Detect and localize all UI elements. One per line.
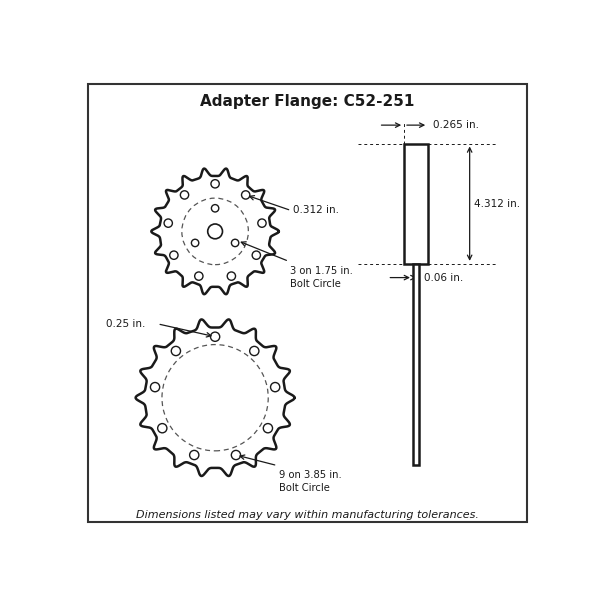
Text: 0.06 in.: 0.06 in.	[424, 272, 463, 283]
Text: 9 on 3.85 in.
Bolt Circle: 9 on 3.85 in. Bolt Circle	[279, 470, 341, 493]
Text: Dimensions listed may vary within manufacturing tolerances.: Dimensions listed may vary within manufa…	[136, 509, 479, 520]
Text: 0.265 in.: 0.265 in.	[433, 120, 479, 130]
Text: 3 on 1.75 in.
Bolt Circle: 3 on 1.75 in. Bolt Circle	[290, 266, 353, 289]
Text: 0.25 in.: 0.25 in.	[106, 319, 145, 329]
Text: Adapter Flange: C52-251: Adapter Flange: C52-251	[200, 94, 415, 109]
Text: 4.312 in.: 4.312 in.	[474, 199, 520, 209]
Bar	[413, 264, 419, 464]
Text: 0.312 in.: 0.312 in.	[293, 205, 339, 215]
Bar	[404, 143, 428, 264]
